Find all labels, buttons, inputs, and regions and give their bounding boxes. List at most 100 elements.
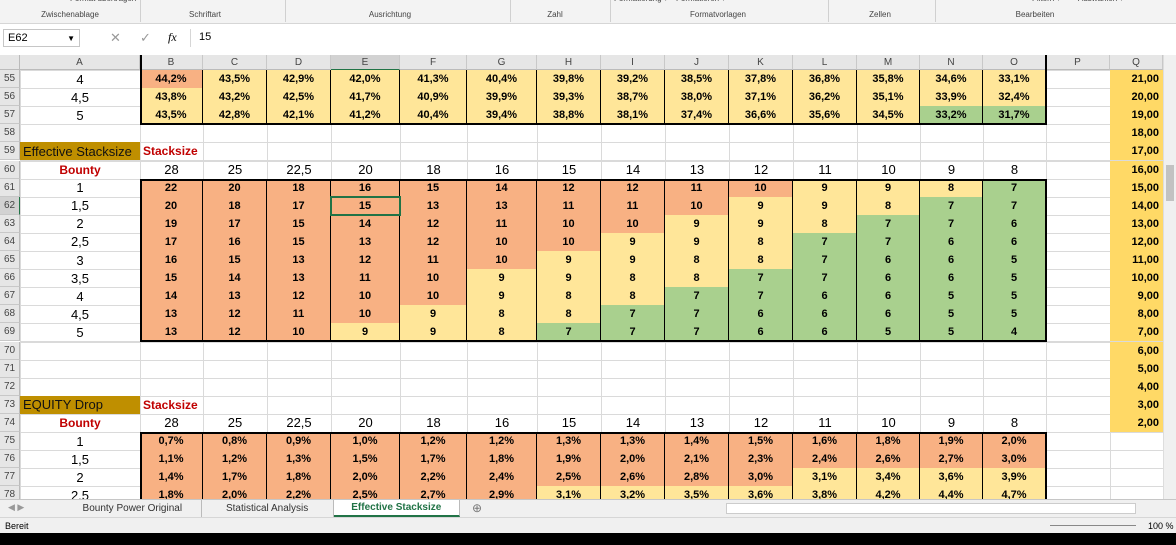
cell[interactable] — [793, 341, 858, 361]
sheet-tab[interactable]: Statistical Analysis — [202, 500, 334, 517]
cell[interactable] — [1046, 70, 1111, 90]
cell[interactable] — [267, 124, 332, 144]
cell[interactable] — [1046, 341, 1111, 361]
cell[interactable] — [983, 395, 1047, 415]
cell[interactable] — [267, 341, 332, 361]
row-header[interactable]: 56 — [0, 88, 20, 107]
scroll-thumb[interactable] — [1166, 165, 1174, 201]
column-header[interactable]: O — [983, 55, 1046, 70]
cell[interactable] — [920, 377, 984, 397]
cell[interactable] — [665, 395, 730, 415]
tab-nav[interactable]: ◀ ▶ — [8, 502, 25, 512]
formula-input[interactable]: 15 — [190, 29, 1170, 47]
column-header[interactable]: H — [537, 55, 601, 70]
cell[interactable] — [601, 142, 666, 162]
cell[interactable] — [983, 377, 1047, 397]
cell[interactable] — [1110, 468, 1163, 488]
column-header[interactable]: B — [140, 55, 203, 70]
cell[interactable] — [857, 124, 921, 144]
cell[interactable] — [400, 359, 468, 379]
cell[interactable] — [267, 142, 332, 162]
cell[interactable] — [1046, 88, 1111, 108]
cell[interactable] — [601, 395, 666, 415]
cell[interactable] — [267, 395, 332, 415]
cell[interactable] — [601, 377, 666, 397]
column-header[interactable]: D — [267, 55, 331, 70]
cell[interactable] — [920, 124, 984, 144]
row-header[interactable]: 60 — [0, 160, 20, 179]
row-header[interactable]: 73 — [0, 395, 20, 414]
cell[interactable] — [467, 142, 538, 162]
cell[interactable] — [467, 395, 538, 415]
horizontal-scrollbar[interactable] — [726, 503, 1136, 514]
row-header[interactable]: 77 — [0, 468, 20, 487]
cell[interactable] — [601, 341, 666, 361]
fx-button[interactable]: fx — [168, 30, 177, 44]
cell[interactable] — [1046, 160, 1111, 180]
cell[interactable] — [203, 395, 268, 415]
cell[interactable] — [537, 395, 602, 415]
cell[interactable] — [537, 359, 602, 379]
ribbon-button[interactable]: Formatierung ▾ — [614, 0, 668, 3]
cell[interactable] — [983, 124, 1047, 144]
cell[interactable] — [203, 142, 268, 162]
cell[interactable] — [400, 377, 468, 397]
row-header[interactable]: 70 — [0, 341, 20, 360]
cell[interactable] — [857, 377, 921, 397]
row-header[interactable]: 65 — [0, 251, 20, 270]
cell[interactable] — [537, 341, 602, 361]
cell[interactable] — [20, 341, 141, 361]
row-header[interactable]: 59 — [0, 142, 20, 161]
cell[interactable] — [1046, 395, 1111, 415]
cell[interactable] — [1046, 251, 1111, 271]
cell[interactable] — [729, 124, 794, 144]
cell[interactable] — [331, 341, 401, 361]
cell[interactable] — [1046, 450, 1111, 470]
cell[interactable] — [140, 359, 204, 379]
cell[interactable] — [203, 377, 268, 397]
cell[interactable] — [983, 341, 1047, 361]
cell[interactable] — [601, 359, 666, 379]
cell[interactable] — [920, 142, 984, 162]
ribbon-button[interactable]: Format übertragen — [70, 0, 136, 3]
cell[interactable] — [537, 142, 602, 162]
cell[interactable] — [1046, 232, 1111, 252]
cell[interactable] — [1046, 323, 1111, 343]
cell[interactable] — [467, 359, 538, 379]
row-header[interactable]: 55 — [0, 70, 20, 89]
ribbon-button[interactable]: Auswählen ▾ — [1078, 0, 1123, 3]
cell[interactable] — [1046, 196, 1111, 216]
cell[interactable] — [665, 377, 730, 397]
cell[interactable] — [1110, 450, 1163, 470]
cell[interactable] — [267, 359, 332, 379]
cell[interactable] — [537, 377, 602, 397]
cell[interactable] — [467, 377, 538, 397]
cell[interactable] — [920, 341, 984, 361]
row-header[interactable]: 72 — [0, 377, 20, 396]
column-header[interactable]: P — [1046, 55, 1110, 70]
cell[interactable] — [1046, 468, 1111, 488]
cell[interactable] — [140, 124, 204, 144]
cell[interactable] — [793, 359, 858, 379]
cell[interactable] — [1046, 178, 1111, 198]
column-header[interactable]: C — [203, 55, 267, 70]
cell[interactable] — [467, 124, 538, 144]
cell[interactable] — [203, 359, 268, 379]
cell[interactable] — [857, 341, 921, 361]
cell[interactable] — [665, 359, 730, 379]
row-header[interactable]: 62 — [0, 196, 20, 215]
row-header[interactable]: 76 — [0, 450, 20, 469]
cell[interactable] — [1046, 377, 1111, 397]
cell[interactable] — [857, 359, 921, 379]
cell[interactable] — [331, 359, 401, 379]
cell[interactable] — [729, 341, 794, 361]
cell[interactable] — [140, 377, 204, 397]
name-box[interactable]: E62 ▼ — [3, 29, 80, 47]
column-header[interactable]: A — [20, 55, 140, 70]
vertical-scrollbar[interactable] — [1163, 55, 1176, 499]
row-header[interactable]: 75 — [0, 432, 20, 451]
cell[interactable] — [1046, 432, 1111, 452]
cell[interactable] — [1046, 359, 1111, 379]
column-header[interactable]: K — [729, 55, 793, 70]
cell[interactable] — [920, 359, 984, 379]
